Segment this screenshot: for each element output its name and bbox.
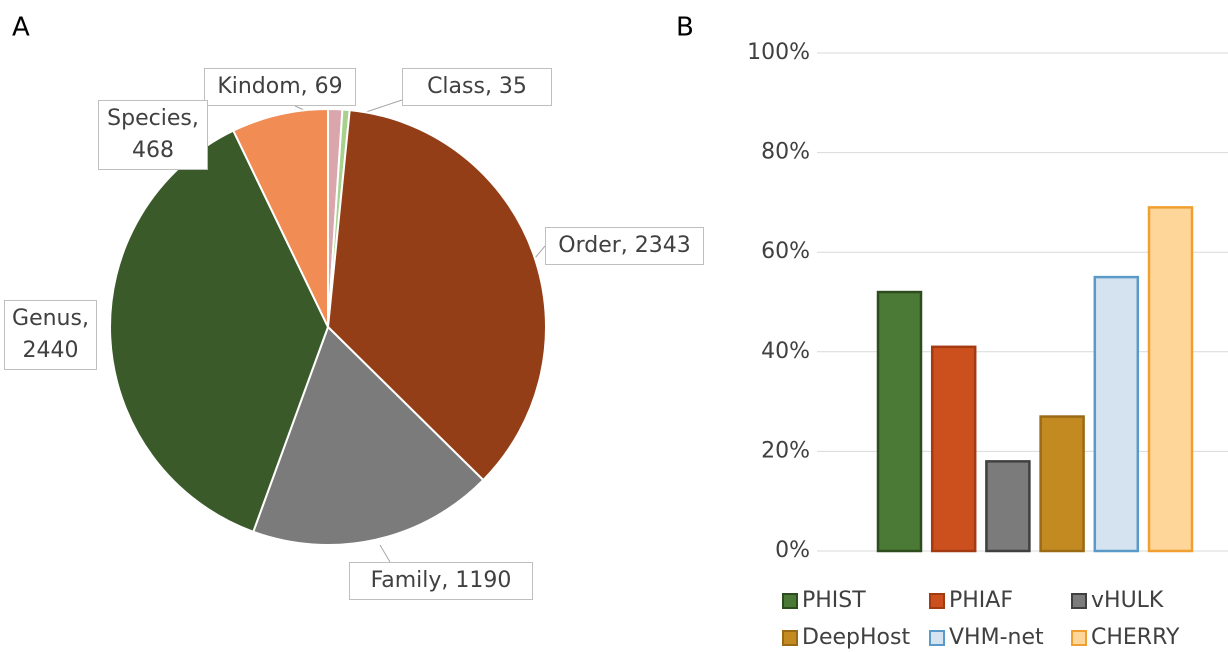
bar xyxy=(930,345,977,553)
pie-slice xyxy=(231,107,329,328)
data-label: Species, 468 xyxy=(98,100,208,170)
legend-swatch xyxy=(782,630,798,646)
y-tick-label: 0% xyxy=(775,538,810,563)
legend-swatch xyxy=(929,630,945,646)
data-label: Class, 35 xyxy=(402,68,552,106)
bar xyxy=(1039,415,1085,553)
legend-label: vHULK xyxy=(1091,588,1164,613)
legend-label: CHERRY xyxy=(1091,625,1180,650)
data-label: Family, 1190 xyxy=(349,562,533,600)
legend-label: PHIAF xyxy=(949,588,1013,613)
data-label: Kindom, 69 xyxy=(204,68,356,106)
y-tick-label: 20% xyxy=(761,438,810,463)
leader-line xyxy=(379,544,391,563)
y-tick-label: 40% xyxy=(761,339,810,364)
pie-slice xyxy=(326,108,547,482)
legend-swatch xyxy=(1071,593,1087,609)
panel-label: A xyxy=(12,13,30,43)
legend-swatch xyxy=(782,593,798,609)
legend-label: PHIST xyxy=(802,588,866,613)
bar xyxy=(1147,206,1194,553)
y-tick-label: 80% xyxy=(761,140,810,165)
y-tick-label: 60% xyxy=(761,239,810,264)
legend-label: VHM-net xyxy=(949,625,1044,650)
bar xyxy=(1093,275,1140,553)
legend-label: DeepHost xyxy=(802,625,910,650)
bar xyxy=(876,290,923,553)
data-label: Order, 2343 xyxy=(545,227,704,265)
legend-swatch xyxy=(929,593,945,609)
y-tick-label: 100% xyxy=(747,40,810,65)
panel-label: B xyxy=(676,13,694,43)
leader-line xyxy=(534,245,546,259)
data-label: Genus, 2440 xyxy=(4,300,97,370)
pie-slice xyxy=(251,325,485,546)
legend-swatch xyxy=(1071,630,1087,646)
bar xyxy=(985,460,1031,553)
